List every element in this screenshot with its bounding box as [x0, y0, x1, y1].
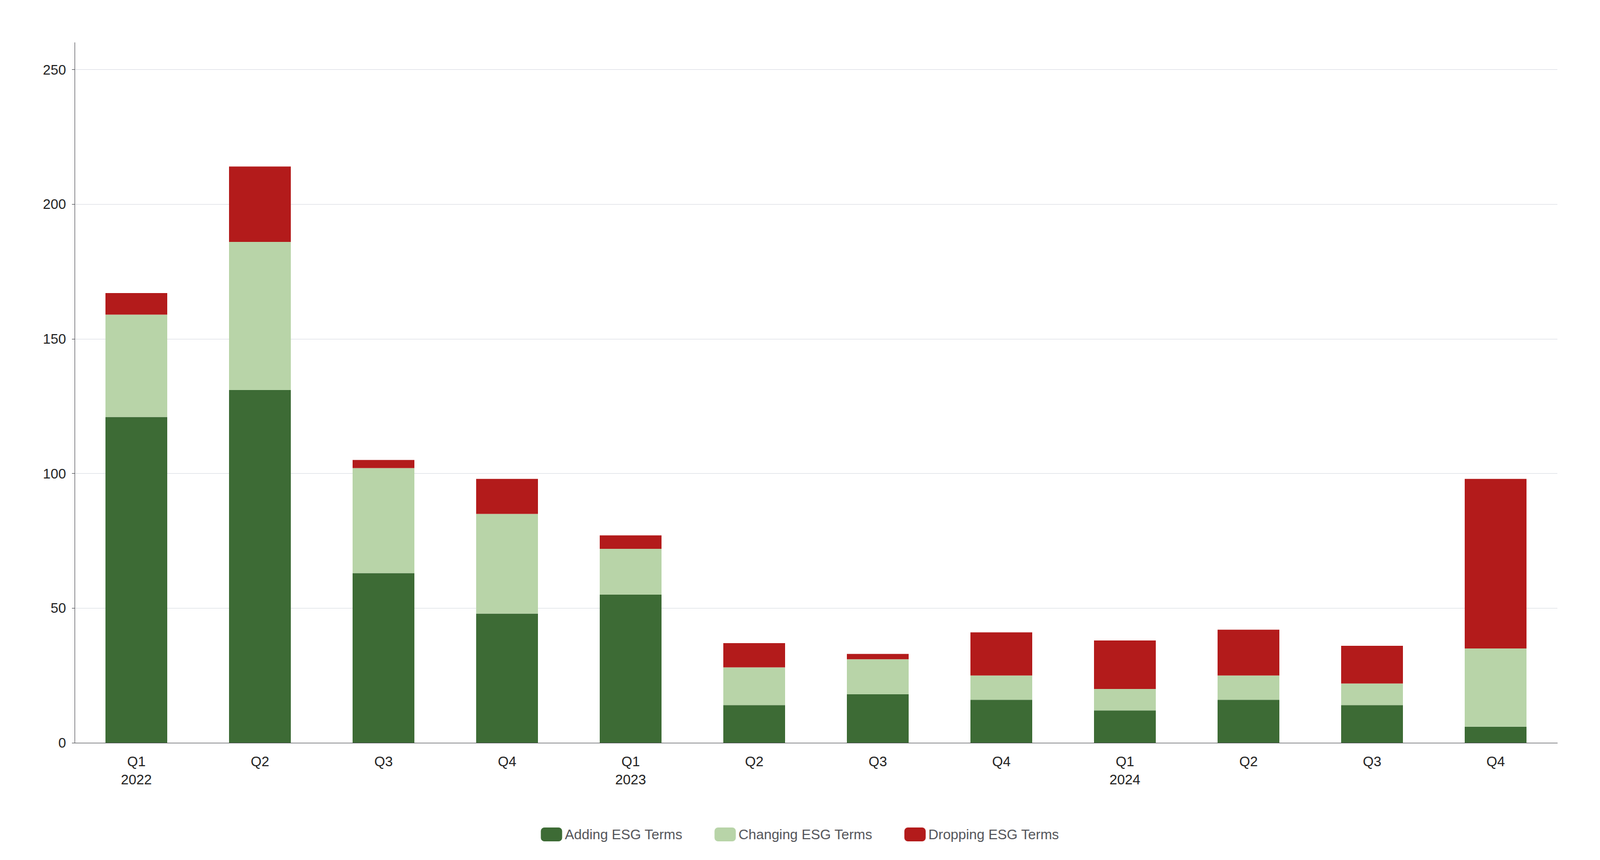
svg-text:2022: 2022 [120, 771, 152, 788]
svg-text:Q1: Q1 [621, 753, 641, 770]
svg-text:Q4: Q4 [992, 753, 1011, 770]
svg-text:Changing ESG Terms: Changing ESG Terms [738, 826, 873, 843]
svg-text:Adding ESG Terms: Adding ESG Terms [564, 826, 683, 843]
svg-text:Q3: Q3 [868, 753, 888, 770]
svg-text:50: 50 [50, 599, 67, 616]
svg-text:2024: 2024 [1109, 771, 1141, 788]
svg-text:Q2: Q2 [745, 753, 764, 770]
svg-text:2023: 2023 [615, 771, 647, 788]
svg-text:Q1: Q1 [127, 753, 146, 770]
svg-text:Q1: Q1 [1115, 753, 1135, 770]
svg-text:200: 200 [43, 196, 67, 212]
svg-text:Q3: Q3 [374, 753, 394, 770]
svg-text:100: 100 [43, 465, 67, 482]
svg-text:150: 150 [43, 330, 67, 347]
svg-text:Q4: Q4 [1486, 753, 1506, 770]
svg-text:Q2: Q2 [250, 753, 270, 770]
svg-text:Q4: Q4 [498, 753, 517, 770]
svg-text:Q2: Q2 [1239, 753, 1259, 770]
svg-text:Dropping ESG Terms: Dropping ESG Terms [928, 826, 1059, 843]
svg-text:Q3: Q3 [1362, 753, 1382, 770]
svg-text:250: 250 [43, 61, 67, 78]
svg-text:0: 0 [58, 734, 67, 751]
